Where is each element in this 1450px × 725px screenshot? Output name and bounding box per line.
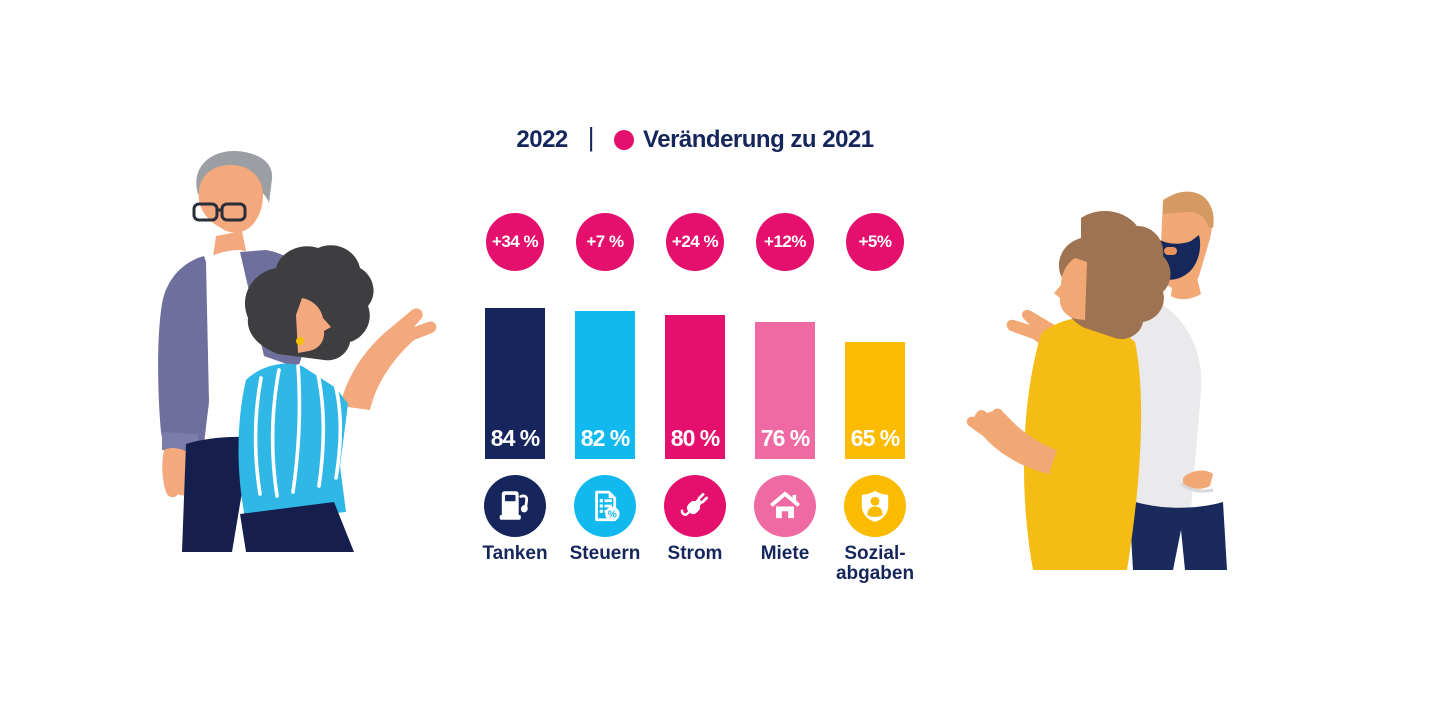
chart-columns: +34 % 84 % Tanken +7 % 82 % [470, 213, 920, 584]
delta-badge: +12% [756, 213, 814, 271]
power-plug-icon [664, 475, 726, 537]
fuel-pump-icon [484, 475, 546, 537]
legend-change-label: Veränderung zu 2021 [643, 125, 874, 153]
chart-column: +12% 76 % Miete [740, 213, 830, 584]
category-label: Miete [760, 543, 810, 564]
delta-value: +34 % [491, 232, 539, 251]
house-icon [754, 475, 816, 537]
shield-person-icon [844, 475, 906, 537]
bar-area: 84 % [485, 271, 545, 459]
legend-year-label: 2022 [516, 125, 568, 153]
delta-value: +12% [764, 232, 806, 251]
delta-badge: +5% [846, 213, 904, 271]
delta-value: +7 % [586, 232, 624, 251]
bar: 65 % [845, 342, 905, 459]
chart-column: +5% 65 % Sozial- abgaben [830, 213, 920, 584]
bar-area: 80 % [665, 271, 725, 459]
chart-column: +24 % 80 % Strom [650, 213, 740, 584]
delta-value: +5% [858, 232, 893, 251]
illustration-left-couple [158, 150, 437, 552]
category-label: Steuern [569, 543, 641, 564]
woman-figure-right [966, 211, 1171, 570]
illustration-right-couple [966, 191, 1227, 570]
bar: 82 % [575, 311, 635, 459]
bar: 80 % [665, 315, 725, 459]
delta-badge: +34 % [486, 213, 544, 271]
category-label: Sozial- abgaben [835, 543, 915, 584]
delta-badge: +24 % [666, 213, 724, 271]
chart-column: +7 % 82 % Steuern [560, 213, 650, 584]
bar-value-label: 84 % [490, 425, 540, 451]
woman-figure-left [238, 245, 437, 552]
bar-area: 76 % [755, 271, 815, 459]
legend-separator: | [587, 122, 595, 152]
legend-dot-icon [614, 129, 635, 150]
delta-value: +24 % [671, 232, 719, 251]
bar: 76 % [755, 322, 815, 459]
tax-document-icon [574, 475, 636, 537]
bar-area: 82 % [575, 271, 635, 459]
category-label: Strom [667, 543, 723, 564]
bar-value-label: 82 % [580, 425, 630, 451]
delta-badge: +7 % [576, 213, 634, 271]
chart-legend: 2022 | Veränderung zu 2021 [470, 122, 920, 155]
bar: 84 % [485, 307, 545, 459]
bar-area: 65 % [845, 271, 905, 459]
bar-value-label: 80 % [670, 425, 720, 451]
bar-value-label: 65 % [850, 425, 900, 451]
chart-column: +34 % 84 % Tanken [470, 213, 560, 584]
bar-value-label: 76 % [760, 425, 810, 451]
category-label: Tanken [482, 543, 548, 564]
